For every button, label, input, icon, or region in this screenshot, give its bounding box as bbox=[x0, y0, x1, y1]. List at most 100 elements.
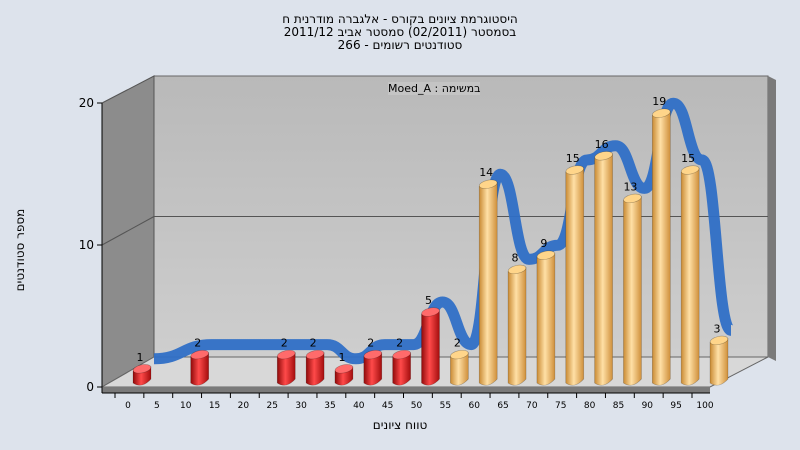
x-tick-label: 15 bbox=[209, 401, 220, 411]
bar-body bbox=[392, 352, 411, 386]
bar-85: 13 bbox=[623, 180, 642, 386]
bar-35: 1 bbox=[334, 351, 354, 386]
bar-30: 2 bbox=[305, 337, 325, 386]
x-tick-label: 55 bbox=[440, 401, 451, 411]
x-tick-label: 70 bbox=[526, 401, 538, 411]
bar-10: 2 bbox=[190, 337, 209, 386]
x-tick-label: 60 bbox=[468, 401, 480, 411]
bar-value-label: 2 bbox=[396, 337, 403, 350]
bar-body bbox=[450, 352, 469, 386]
chart-title-line-3: 266 - סטודנטים רשומים bbox=[337, 38, 463, 52]
x-axis-label: טווח ציונים bbox=[372, 418, 428, 432]
bar-55: 2 bbox=[450, 337, 469, 386]
bar-top bbox=[363, 349, 382, 360]
bar-top bbox=[594, 151, 613, 161]
x-tick-label: 50 bbox=[411, 401, 423, 411]
bar-50: 5 bbox=[421, 294, 440, 386]
bar-70: 9 bbox=[536, 237, 556, 386]
bar-top bbox=[709, 335, 729, 346]
bar-95: 15 bbox=[680, 152, 700, 386]
bar-top bbox=[507, 264, 527, 275]
bar-body bbox=[709, 338, 729, 386]
x-tick-label: 85 bbox=[613, 401, 624, 411]
chart-title-line-1: היסטוגרמת ציונים בקורס - אלגברה מודרנית … bbox=[282, 12, 518, 26]
bar-65: 8 bbox=[507, 251, 527, 386]
floor-edge bbox=[102, 387, 710, 393]
bar-75: 15 bbox=[565, 152, 585, 386]
y-tick-label: 20 bbox=[79, 96, 94, 110]
bar-top bbox=[132, 364, 152, 374]
bar-value-label: 9 bbox=[540, 237, 547, 250]
bar-body bbox=[363, 352, 383, 386]
bar-body bbox=[594, 153, 613, 386]
bar-100: 3 bbox=[709, 322, 729, 386]
bar-value-label: 2 bbox=[367, 337, 374, 350]
bar-top bbox=[305, 349, 325, 360]
bar-60: 14 bbox=[478, 166, 498, 386]
x-tick-label: 65 bbox=[497, 401, 508, 411]
x-tick-label: 80 bbox=[584, 401, 596, 411]
bar-value-label: 19 bbox=[652, 95, 666, 108]
bar-25: 2 bbox=[276, 337, 296, 386]
x-tick-label: 10 bbox=[180, 401, 192, 411]
x-tick-label: 100 bbox=[696, 401, 713, 411]
x-tick-label: 20 bbox=[238, 401, 250, 411]
bar-top bbox=[623, 193, 642, 204]
bar-90: 19 bbox=[652, 95, 671, 386]
bars-group: 1 2 2 2 1 2 2 5 2 14 8 9 15 16 13 19 15 3 bbox=[132, 95, 729, 386]
x-tick-label: 25 bbox=[267, 401, 278, 411]
bar-body bbox=[190, 352, 209, 386]
bar-value-label: 1 bbox=[137, 351, 144, 364]
bar-40: 2 bbox=[363, 337, 383, 386]
bar-value-label: 16 bbox=[595, 138, 609, 151]
x-tick-label: 0 bbox=[125, 401, 131, 411]
bar-0: 1 bbox=[132, 351, 152, 386]
bar-45: 2 bbox=[392, 337, 411, 386]
x-tick-label: 40 bbox=[353, 401, 365, 411]
bar-value-label: 15 bbox=[681, 152, 695, 165]
bar-top bbox=[190, 349, 209, 360]
x-tick-label: 5 bbox=[154, 401, 160, 411]
gridline-side bbox=[101, 216, 155, 246]
bar-top bbox=[421, 307, 440, 317]
bar-value-label: 13 bbox=[623, 180, 637, 193]
bar-value-label: 15 bbox=[566, 152, 580, 165]
bar-body bbox=[565, 167, 585, 386]
bar-value-label: 14 bbox=[479, 166, 493, 179]
bar-value-label: 1 bbox=[338, 351, 345, 364]
bar-80: 16 bbox=[594, 138, 613, 386]
bar-body bbox=[652, 110, 671, 386]
bar-value-label: 5 bbox=[425, 294, 432, 307]
bar-top bbox=[536, 250, 556, 260]
bar-value-label: 2 bbox=[194, 337, 201, 350]
bar-value-label: 2 bbox=[281, 337, 288, 350]
bar-body bbox=[623, 196, 642, 386]
bar-top bbox=[652, 108, 671, 118]
side-wall bbox=[101, 75, 155, 388]
bar-value-label: 3 bbox=[714, 322, 721, 335]
x-tick-label: 90 bbox=[642, 401, 654, 411]
bar-value-label: 8 bbox=[512, 251, 519, 264]
bar-body bbox=[536, 252, 556, 386]
y-tick-label: 10 bbox=[79, 238, 94, 252]
x-tick-label: 30 bbox=[295, 401, 307, 411]
bar-body bbox=[478, 181, 498, 386]
bar-body bbox=[421, 309, 440, 386]
bar-top bbox=[681, 165, 700, 175]
x-tick-label: 35 bbox=[324, 401, 335, 411]
bar-body bbox=[680, 167, 700, 386]
bar-body bbox=[305, 352, 325, 386]
y-tick-label: 0 bbox=[86, 380, 94, 394]
x-tick-label: 75 bbox=[555, 401, 566, 411]
bar-top bbox=[277, 349, 296, 360]
bar-body bbox=[507, 267, 527, 386]
bar-top bbox=[392, 349, 411, 360]
chart-title-line-2: בסמסטר (02/2011) סמסטר אביב 2011/12 bbox=[283, 25, 517, 39]
legend-label: Moed_A : במשימה bbox=[388, 82, 481, 95]
bar-value-label: 2 bbox=[310, 337, 317, 350]
bar-top bbox=[334, 364, 354, 374]
bar-body bbox=[276, 352, 296, 386]
bar-value-label: 2 bbox=[454, 337, 461, 350]
